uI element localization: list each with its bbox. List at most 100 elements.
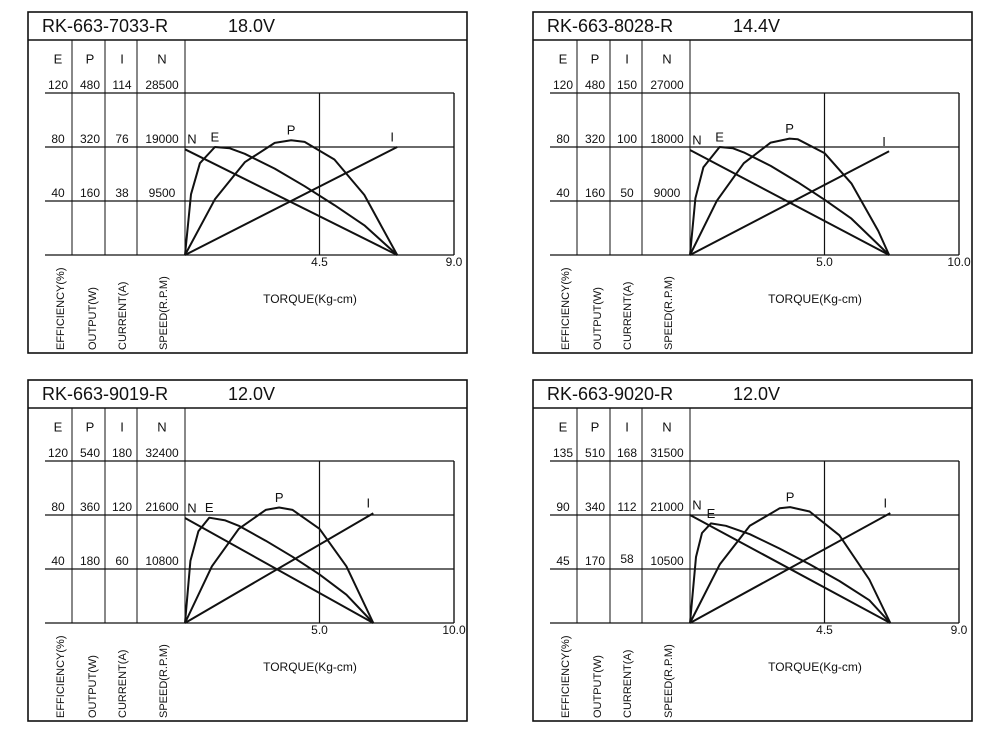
y-tick-label: 21600 [145, 500, 179, 514]
curve [184, 139, 399, 256]
axis-name: N [662, 51, 671, 66]
y-tick-label: 120 [112, 500, 132, 514]
axis-name: I [625, 419, 629, 434]
axis-name: P [591, 51, 600, 66]
x-tick-label: 5.0 [816, 255, 833, 269]
axis-label: EFFICIENCY(%) [560, 636, 572, 719]
series-label: I [366, 496, 370, 511]
chart-title: RK-663-7033-R [42, 16, 168, 36]
y-tick-label: 31500 [650, 446, 684, 460]
chart-frame [27, 11, 468, 354]
curve [184, 506, 375, 624]
y-tick-label: 80 [556, 132, 570, 146]
y-tick-label: 76 [115, 132, 129, 146]
voltage: 12.0V [228, 384, 275, 404]
axis-label: SPEED(R.P.M) [663, 276, 675, 350]
x-axis-label: TORQUE(Kg-cm) [263, 660, 357, 674]
axis-name: N [662, 419, 671, 434]
curve [184, 512, 374, 624]
axis-name: N [157, 419, 166, 434]
axis-name: I [625, 51, 629, 66]
y-tick-label: 320 [80, 132, 100, 146]
series-label: N [692, 497, 701, 512]
y-tick-label: 170 [585, 554, 605, 568]
series-label: E [211, 129, 220, 144]
x-tick-label: 9.0 [446, 255, 463, 269]
series-label: P [786, 489, 795, 504]
axis-label: OUTPUT(W) [87, 655, 99, 718]
y-tick-label: 21000 [650, 500, 684, 514]
series-label: E [715, 129, 724, 144]
y-tick-label: 540 [80, 446, 100, 460]
chart-frame [532, 11, 973, 354]
axis-name: E [559, 51, 568, 66]
curve [184, 517, 374, 624]
y-tick-label: 480 [585, 78, 605, 92]
chart: RK-663-8028-R 14.4V E EFFICIENCY(%) 40 80 120 P… [532, 11, 973, 354]
axis-label: SPEED(R.P.M) [158, 644, 170, 718]
axis-label: SPEED(R.P.M) [158, 276, 170, 350]
voltage: 18.0V [228, 16, 275, 36]
x-tick-label: 4.5 [311, 255, 328, 269]
series-label: P [287, 123, 296, 138]
curve [184, 146, 398, 256]
y-tick-label: 50 [620, 186, 634, 200]
chart: RK-663-7033-R 18.0V E EFFICIENCY(%) 40 80 120 P… [27, 11, 468, 354]
series-label: E [205, 500, 214, 515]
curve [689, 137, 891, 256]
axis-label: CURRENT(A) [622, 650, 634, 718]
y-tick-label: 10800 [145, 554, 179, 568]
y-tick-label: 510 [585, 446, 605, 460]
y-tick-label: 360 [80, 500, 100, 514]
chart-title: RK-663-9020-R [547, 384, 673, 404]
y-tick-label: 18000 [650, 132, 684, 146]
curve [184, 148, 398, 256]
y-tick-label: 40 [51, 186, 65, 200]
y-tick-label: 60 [115, 554, 129, 568]
series-label: P [785, 121, 794, 136]
y-tick-label: 168 [617, 446, 637, 460]
chart-frame [532, 379, 973, 722]
voltage: 14.4V [733, 16, 780, 36]
chart: RK-663-9020-R 12.0V E EFFICIENCY(%) 45 90 135 P… [532, 379, 973, 722]
chart: RK-663-9019-R 12.0V E EFFICIENCY(%) 40 80 120 P… [27, 379, 468, 722]
y-tick-label: 80 [51, 500, 65, 514]
y-tick-label: 340 [585, 500, 605, 514]
axis-label: OUTPUT(W) [592, 287, 604, 350]
x-tick-label: 5.0 [311, 623, 328, 637]
axis-name: P [86, 51, 95, 66]
y-tick-label: 180 [112, 446, 132, 460]
axis-label: OUTPUT(W) [592, 655, 604, 718]
series-label: N [187, 132, 196, 147]
y-tick-label: 28500 [145, 78, 179, 92]
series-label: N [692, 132, 701, 147]
y-tick-label: 480 [80, 78, 100, 92]
y-tick-label: 32400 [145, 446, 179, 460]
y-tick-label: 114 [112, 78, 131, 92]
y-tick-label: 320 [585, 132, 605, 146]
x-axis-label: TORQUE(Kg-cm) [263, 292, 357, 306]
axis-label: EFFICIENCY(%) [55, 268, 67, 351]
y-tick-label: 112 [617, 500, 636, 514]
y-tick-label: 90 [556, 500, 570, 514]
axis-name: N [157, 51, 166, 66]
axis-label: CURRENT(A) [117, 282, 129, 350]
y-tick-label: 135 [553, 446, 573, 460]
y-tick-label: 120 [48, 446, 68, 460]
series-label: I [883, 496, 887, 511]
y-tick-label: 100 [617, 132, 637, 146]
x-axis-label: TORQUE(Kg-cm) [768, 660, 862, 674]
chart-title: RK-663-9019-R [42, 384, 168, 404]
x-tick-label: 9.0 [951, 623, 968, 637]
series-label: N [187, 500, 196, 515]
y-tick-label: 45 [556, 554, 570, 568]
axis-label: EFFICIENCY(%) [560, 268, 572, 351]
series-label: P [275, 490, 284, 505]
series-label: I [882, 134, 886, 149]
y-tick-label: 180 [80, 554, 100, 568]
y-tick-label: 120 [553, 78, 573, 92]
axis-name: I [120, 51, 124, 66]
curve [184, 516, 375, 624]
axis-name: E [54, 419, 63, 434]
axis-name: P [591, 419, 600, 434]
